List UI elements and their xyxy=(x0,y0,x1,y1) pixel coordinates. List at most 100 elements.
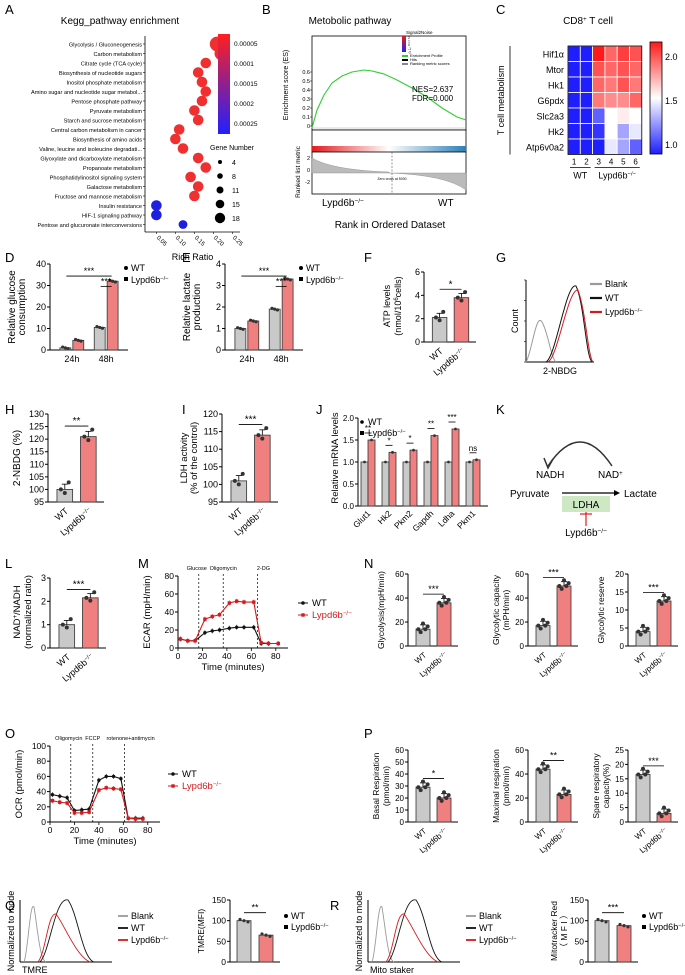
gene-label: Slc2a3 xyxy=(536,111,564,121)
y-tick-label: 0 xyxy=(307,168,310,174)
panel-m-ecar: ECAR (mpH/min) 0 20 40 60 80 0 20 40 60 80 Time (mi… xyxy=(142,566,352,673)
legend-label: Ranking metric scores xyxy=(410,61,450,66)
left-group-label: Lypd6b−/− xyxy=(322,198,364,210)
data-point xyxy=(433,315,438,320)
y-axis-label: ECAR (mpH/min) xyxy=(142,575,153,648)
superscript: −/− xyxy=(508,936,517,942)
y-tick-label: 20 xyxy=(36,302,46,312)
data-point xyxy=(65,795,69,800)
y-tick-label: 1.0 xyxy=(343,458,355,467)
y-tick-label: 30 xyxy=(36,281,46,291)
data-point xyxy=(84,595,89,600)
data-point xyxy=(557,584,562,588)
y-tick-label: 60 xyxy=(165,589,175,599)
x-axis-label: Time (minutes) xyxy=(74,836,137,847)
size-legend-label: 15 xyxy=(232,202,240,209)
y-axis-label: Mitotracker Red xyxy=(549,901,559,961)
y-axis-label: capacity(%) xyxy=(601,764,611,809)
y-tick-label: 80 xyxy=(37,756,47,766)
panel-letter-R: R xyxy=(330,898,339,913)
legend-swatch xyxy=(402,63,408,65)
data-point xyxy=(238,326,242,331)
legend-label: Hits xyxy=(410,57,417,62)
data-point xyxy=(536,767,541,772)
panel-letter-I: I xyxy=(182,402,186,417)
heatmap-cell xyxy=(616,138,630,155)
legend-label: Blank xyxy=(605,279,628,289)
bar-wt xyxy=(444,461,453,507)
y-tick-label: 40 xyxy=(37,787,47,797)
data-point xyxy=(437,318,442,323)
data-point xyxy=(80,808,84,812)
data-point xyxy=(68,617,73,622)
colorbar xyxy=(218,34,230,134)
data-point xyxy=(421,779,425,784)
data-point xyxy=(454,427,457,431)
y-tick-label: 100 xyxy=(203,479,218,489)
y-tick-label: 125 xyxy=(29,422,44,432)
superscript: −/− xyxy=(634,308,643,314)
data-point xyxy=(425,782,430,787)
injection-label: Oligomycin xyxy=(210,566,237,572)
y-tick-label: 0 xyxy=(620,642,625,651)
data-point xyxy=(252,600,256,604)
y-tick-label: 0 xyxy=(579,957,584,967)
y-tick-label: 0 xyxy=(169,643,174,653)
bar-wt xyxy=(415,628,431,647)
data-point xyxy=(242,919,246,923)
data-point xyxy=(664,811,669,816)
bar-ko xyxy=(451,428,460,507)
pathway-label: Phosphatidylinositol signaling system xyxy=(50,176,143,182)
x-tick-label: 40 xyxy=(94,825,104,835)
data-point xyxy=(65,801,69,805)
heatmap-cell xyxy=(567,76,581,93)
data-point xyxy=(538,626,543,631)
data-point xyxy=(645,626,650,631)
enrichment-dot xyxy=(192,181,204,192)
data-point xyxy=(98,325,102,330)
panel-h-nbdg: 95100105110115120125130**WTLypd6b−/−2-NB… xyxy=(12,409,104,538)
mfi-bar-chart: 0 50 100 150 *** Mitotracker Red （ M F I ） WTLy… xyxy=(549,895,685,967)
x-axis-label: Rank in Ordered Dataset xyxy=(335,220,446,231)
size-legend-label: 8 xyxy=(232,174,236,181)
y-tick-label: 2 xyxy=(415,314,420,324)
colorbar-tick-label: 0.00025 xyxy=(234,121,258,128)
size-legend-label: 18 xyxy=(232,216,240,223)
legend-colorbar-tick: 2 xyxy=(408,36,410,40)
data-point xyxy=(446,793,451,798)
data-point xyxy=(254,320,258,324)
y-tick-label: 60 xyxy=(37,771,47,781)
legend-label: Lypd6b−/− xyxy=(182,781,222,793)
data-point xyxy=(246,920,250,924)
superscript: + xyxy=(619,471,623,477)
panel-d-glucose: Relative glucose consumption 0 10 20 30 40 24h 4… xyxy=(7,259,169,364)
data-point xyxy=(97,788,101,792)
data-point xyxy=(119,776,123,781)
data-point xyxy=(76,338,80,342)
y-axis-label: LDH activity xyxy=(179,432,190,483)
data-point xyxy=(459,298,464,303)
pathway-label: Glyoxylate and dicarboxylate metabolism xyxy=(40,157,142,163)
y-tick-label: 100 xyxy=(29,484,44,494)
bar-wt xyxy=(594,920,610,963)
data-point xyxy=(636,772,641,777)
arrow-head xyxy=(614,490,620,496)
y-axis-label: TMRE(MFI) xyxy=(196,909,206,954)
y-axis-label: Basal Respiration xyxy=(371,752,381,819)
y-tick-label: 110 xyxy=(204,444,218,454)
legend-label: WT xyxy=(605,293,619,303)
data-point xyxy=(50,792,55,797)
y-axis-label: 2-NBDG (%) xyxy=(12,430,23,486)
data-point xyxy=(418,630,423,635)
data-point xyxy=(643,772,648,777)
x-axis-label: 2-NBDG xyxy=(543,366,577,376)
ldha-label: LDHA xyxy=(573,500,600,511)
significance-stars: ns xyxy=(469,444,477,453)
y-tick-label: 2 xyxy=(41,596,46,606)
y-axis-label: Glycolytic capacity xyxy=(491,574,501,645)
